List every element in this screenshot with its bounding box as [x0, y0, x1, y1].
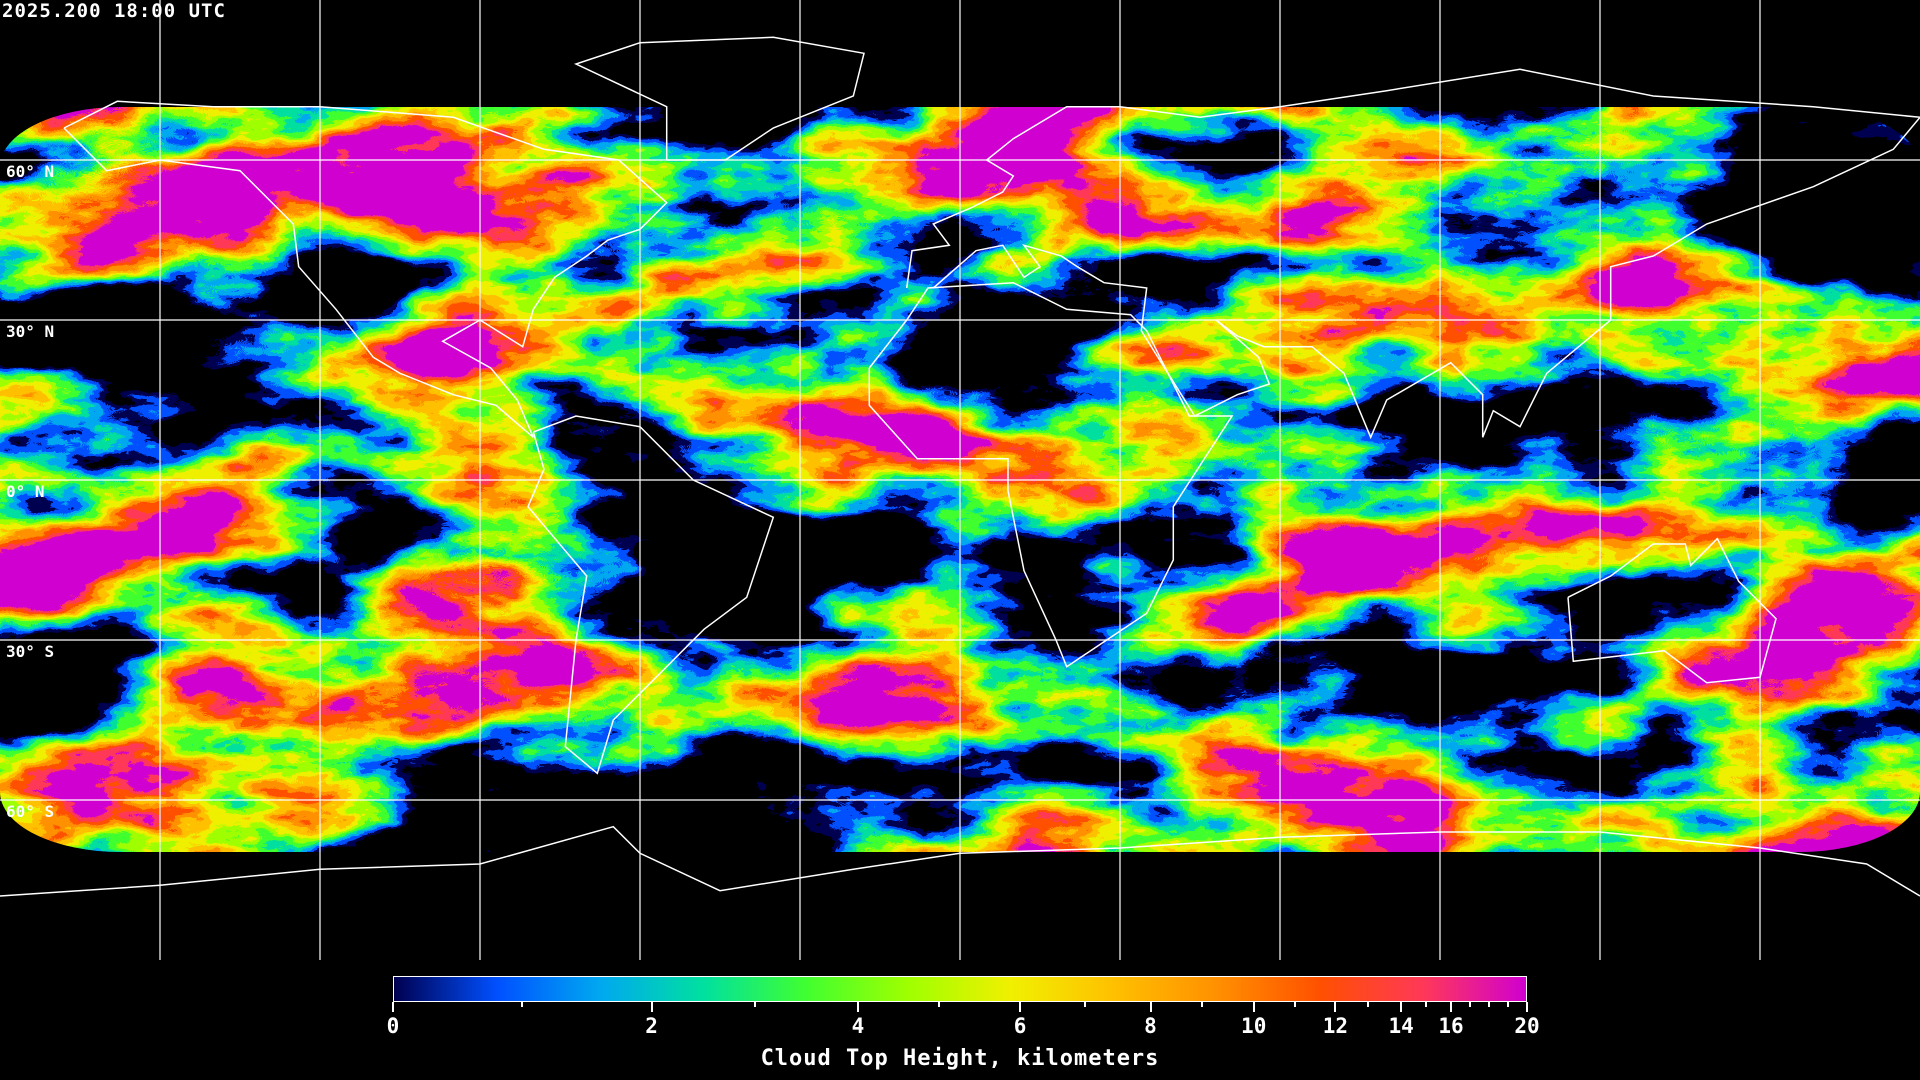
- colorbar-minor-tick: [938, 1002, 941, 1007]
- colorbar-major-tick: [1019, 1002, 1022, 1012]
- colorbar-tick-label: 10: [1241, 1014, 1267, 1038]
- colorbar-major-tick: [1149, 1002, 1152, 1012]
- colorbar-tick-label: 4: [851, 1014, 865, 1038]
- latitude-label: 30° S: [6, 642, 55, 661]
- colorbar-minor-tick: [1507, 1002, 1509, 1007]
- coastline-antarctica: [0, 825, 1920, 897]
- colorbar-title: Cloud Top Height, kilometers: [760, 1046, 1160, 1071]
- colorbar-minor-tick: [1488, 1002, 1490, 1007]
- colorbar-minor-tick: [1293, 1002, 1296, 1007]
- colorbar-minor-tick: [1469, 1002, 1472, 1007]
- latitude-label: 30° N: [6, 322, 55, 341]
- colorbar-major-tick: [1252, 1002, 1255, 1012]
- colorbar-major-tick: [1334, 1002, 1337, 1012]
- coastline-africa: [868, 281, 1234, 668]
- graticule: [0, 0, 1920, 960]
- colorbar-ticks: 0 2 4 6 8 10 12 14 16 20: [387, 1002, 1540, 1062]
- colorbar-minor-tick: [1084, 1002, 1087, 1007]
- colorbar-minor-tick: [521, 1002, 524, 1007]
- colorbar-tick-label: 14: [1388, 1014, 1414, 1038]
- latitude-label: 0° N: [6, 482, 45, 501]
- colorbar-minor-tick: [753, 1002, 756, 1007]
- colorbar-tick-label: 20: [1514, 1014, 1540, 1038]
- colorbar-minor-tick: [1367, 1002, 1370, 1007]
- coastlines: [0, 36, 1920, 897]
- latitude-label: 60° N: [6, 162, 55, 181]
- colorbar-major-tick: [650, 1002, 653, 1012]
- colorbar-tick-label: 16: [1438, 1014, 1464, 1038]
- cloud-top-height-map: [0, 0, 1920, 960]
- colorbar-minor-tick: [1425, 1002, 1428, 1007]
- colorbar-major-tick: [392, 1002, 394, 1012]
- coastline-greenland: [573, 36, 865, 161]
- colorbar-major-tick: [856, 1002, 859, 1012]
- timestamp: 2025.200 18:00 UTC: [2, 0, 226, 22]
- colorbar-tick-label: 2: [645, 1014, 658, 1038]
- colorbar-tick-label: 12: [1322, 1014, 1348, 1038]
- coastline-north-america: [63, 100, 668, 438]
- colorbar-major-tick: [1400, 1002, 1403, 1012]
- colorbar-major-tick: [1526, 1002, 1528, 1012]
- colorbar-tick-label: 8: [1144, 1014, 1157, 1038]
- colorbar-minor-tick: [1201, 1002, 1204, 1007]
- colorbar-tick-label: 6: [1013, 1014, 1027, 1038]
- colorbar-tick-label: 0: [386, 1014, 400, 1038]
- coastline-australia: [1567, 537, 1777, 684]
- colorbar: [393, 976, 1527, 1002]
- colorbar-major-tick: [1450, 1002, 1453, 1012]
- latitude-label: 60° S: [6, 802, 55, 821]
- coastline-south-america: [527, 415, 775, 775]
- coastline-eurasia: [905, 68, 1920, 440]
